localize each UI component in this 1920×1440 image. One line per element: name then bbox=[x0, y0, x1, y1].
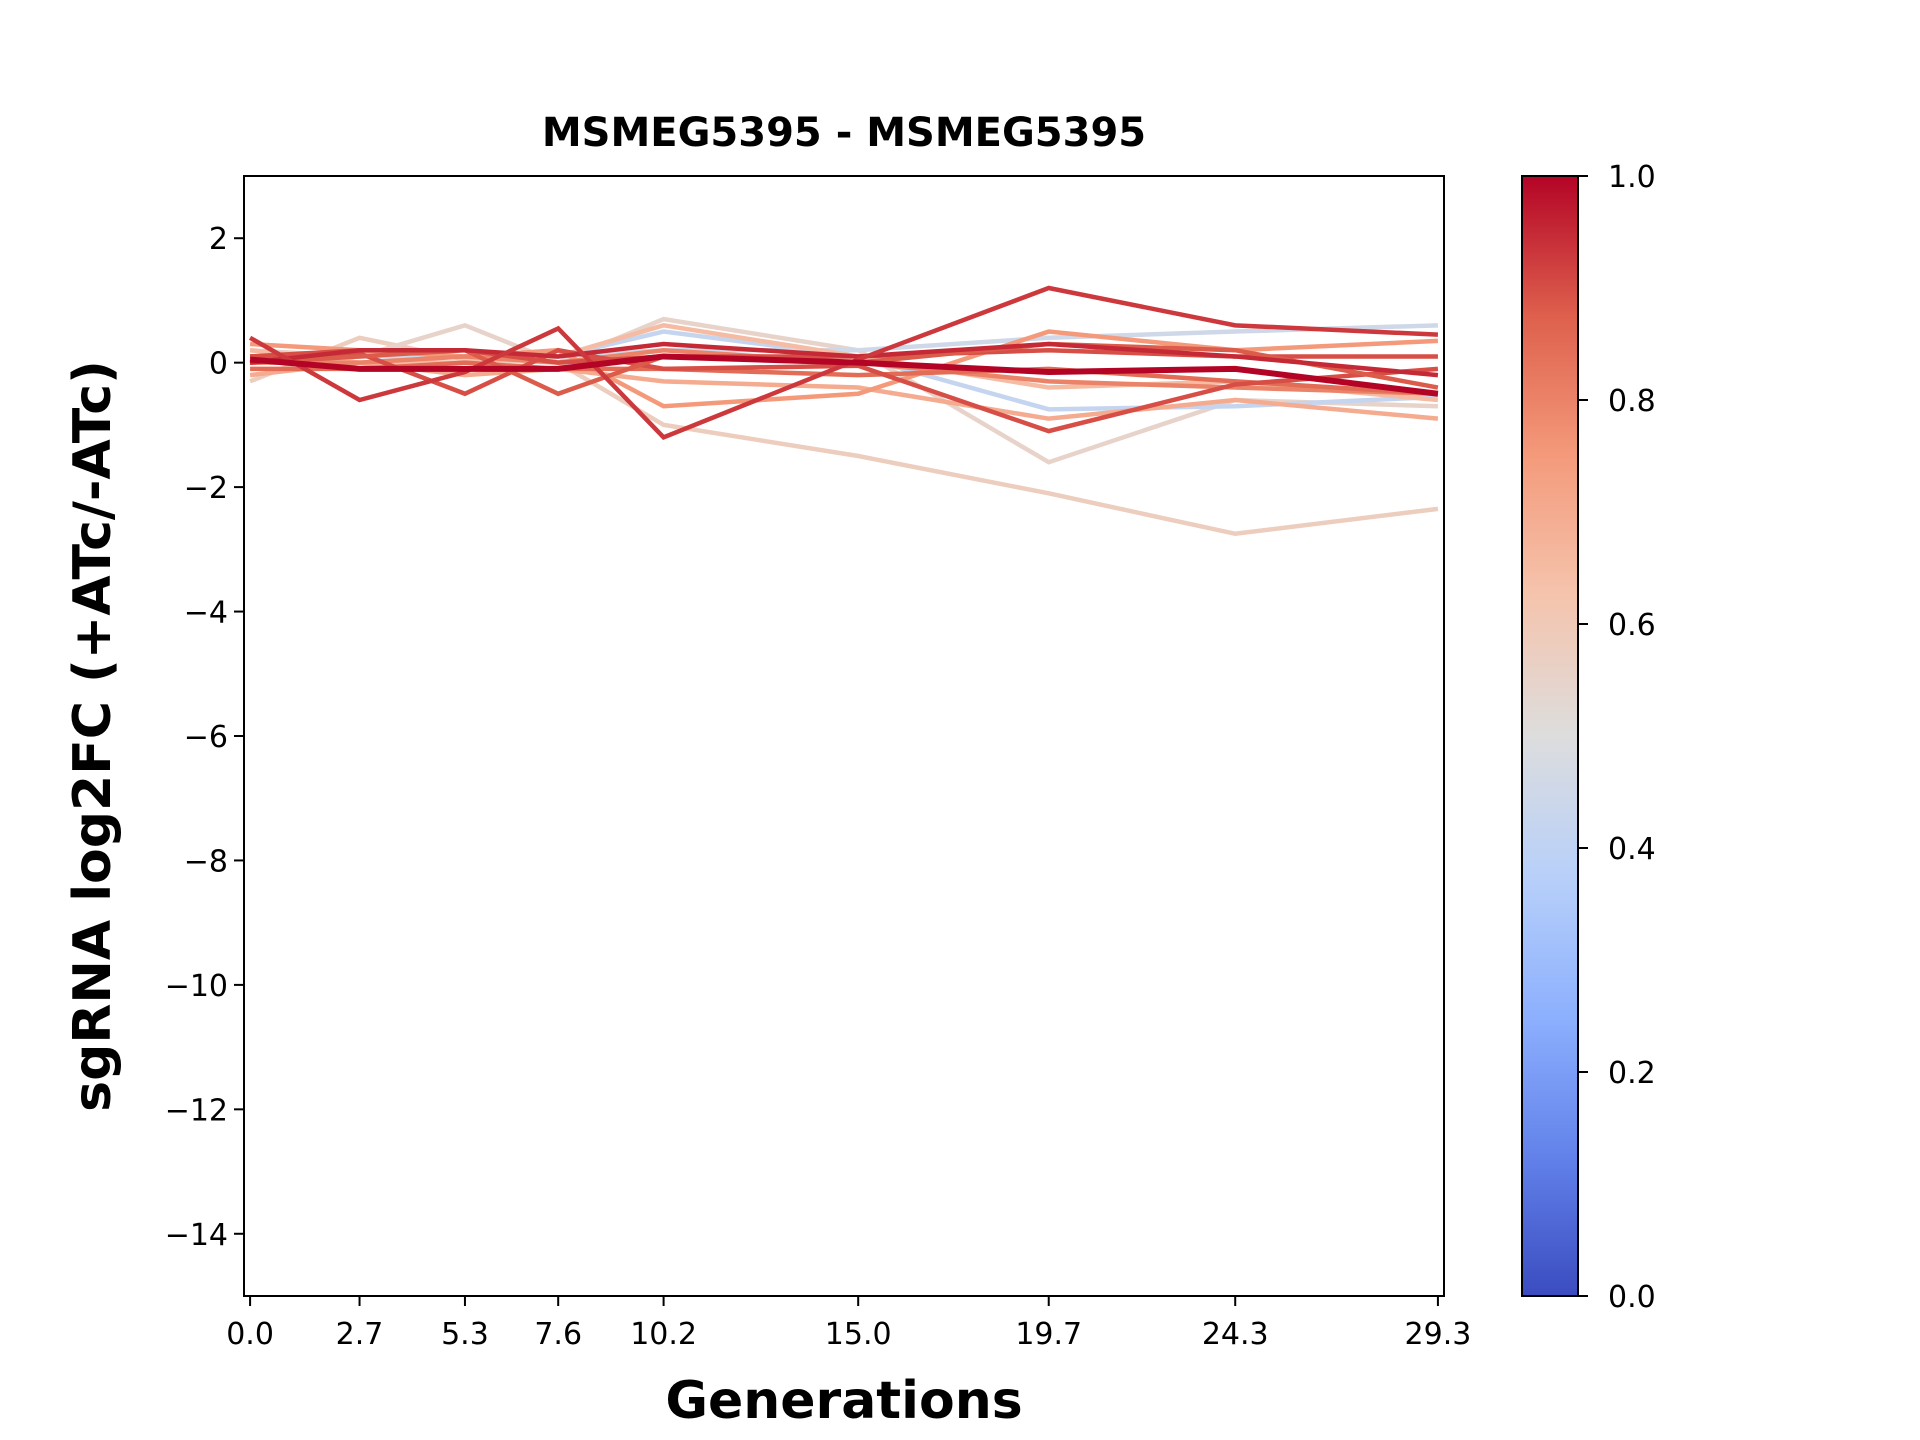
x-tick-label: 19.7 bbox=[1015, 1317, 1082, 1352]
x-tick-label: 2.7 bbox=[336, 1317, 384, 1352]
colorbar-tick-label: 0.6 bbox=[1608, 608, 1656, 643]
series-line-14 bbox=[249, 353, 1439, 397]
x-tick-label: 15.0 bbox=[825, 1317, 892, 1352]
series-line-13 bbox=[248, 285, 1439, 440]
chart-title: MSMEG5395 - MSMEG5395 bbox=[542, 110, 1146, 156]
x-axis: 0.0 2.7 5.3 7.6 10.2 15.0 19.7 24.3 29.3 bbox=[226, 1296, 1471, 1352]
colorbar-tick-label: 0.8 bbox=[1608, 384, 1656, 419]
y-tick-label: 0 bbox=[209, 347, 228, 382]
x-axis-label: Generations bbox=[665, 1371, 1022, 1431]
colorbar bbox=[1521, 175, 1579, 1297]
y-tick-label: −4 bbox=[184, 596, 228, 631]
x-tick-label: 29.3 bbox=[1405, 1317, 1472, 1352]
series-lines bbox=[248, 285, 1439, 537]
y-tick-label: 2 bbox=[209, 222, 228, 257]
y-axis: 2 0 −2 −4 −6 −8 −10 −12 −14 bbox=[165, 222, 244, 1253]
y-tick-label: −12 bbox=[165, 1093, 228, 1128]
colorbar-tick-label: 1.0 bbox=[1608, 160, 1656, 195]
colorbar-tick-label: 0.4 bbox=[1608, 832, 1656, 867]
plot-frame bbox=[243, 175, 1445, 1297]
x-tick-label: 0.0 bbox=[226, 1317, 274, 1352]
colorbar-ticks: 0.0 0.2 0.4 0.6 0.8 1.0 bbox=[1578, 160, 1656, 1315]
series-line-7 bbox=[250, 347, 1438, 397]
series-line-1 bbox=[249, 316, 1438, 465]
y-tick-label: −10 bbox=[165, 969, 228, 1004]
colorbar-tick-label: 0.0 bbox=[1608, 1280, 1656, 1315]
y-axis-label: sgRNA log2FC (+ATc/-ATc) bbox=[63, 360, 123, 1112]
x-tick-label: 24.3 bbox=[1202, 1317, 1269, 1352]
x-tick-label: 10.2 bbox=[630, 1317, 697, 1352]
series-line-12 bbox=[249, 341, 1439, 378]
x-tick-label: 7.6 bbox=[534, 1317, 582, 1352]
y-tick-label: −8 bbox=[184, 844, 228, 879]
colorbar-tick-label: 0.2 bbox=[1608, 1056, 1656, 1091]
y-tick-label: −2 bbox=[184, 471, 228, 506]
x-tick-label: 5.3 bbox=[441, 1317, 489, 1352]
y-tick-label: −14 bbox=[165, 1218, 228, 1253]
y-tick-label: −6 bbox=[184, 720, 228, 755]
